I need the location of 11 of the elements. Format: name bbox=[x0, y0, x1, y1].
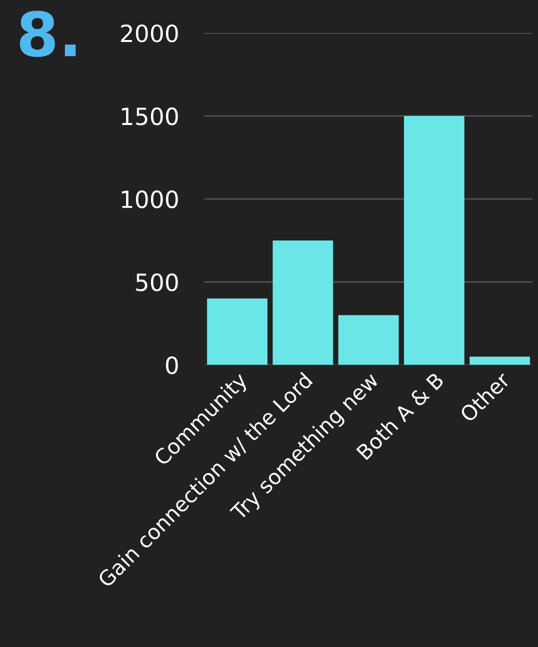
y-tick-label: 1000 bbox=[122, 190, 178, 208]
chart-title: 8. bbox=[20, 10, 76, 58]
bar bbox=[207, 298, 268, 365]
y-tick-label: 0 bbox=[166, 356, 178, 374]
bar bbox=[404, 116, 464, 365]
y-tick-label: 500 bbox=[136, 273, 178, 292]
bar bbox=[272, 240, 334, 365]
bar bbox=[338, 315, 399, 365]
y-tick-label: 2000 bbox=[121, 24, 178, 42]
y-tick-label: 1500 bbox=[122, 107, 178, 126]
bar bbox=[470, 356, 530, 365]
